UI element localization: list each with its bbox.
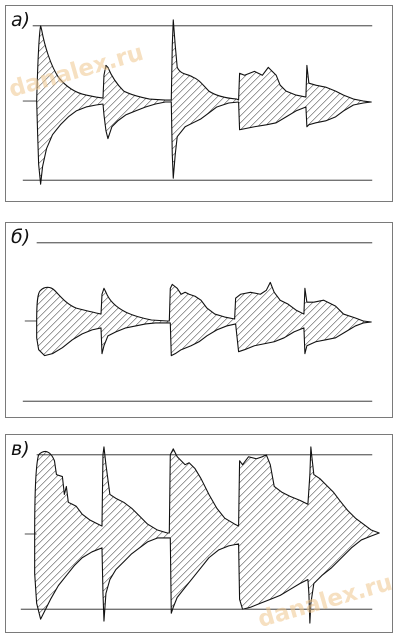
panel-c: в) — [5, 434, 393, 633]
waveform-figure-c — [20, 446, 380, 624]
waveform-figure-b — [22, 242, 373, 402]
panel-label-a: а) — [11, 9, 31, 31]
waveform-a — [36, 19, 372, 185]
panel-a: а) — [5, 5, 393, 202]
waveform-c — [34, 446, 380, 624]
waveform-b — [36, 281, 372, 357]
waveform-figure-a — [22, 19, 373, 185]
panel-label-b: б) — [11, 226, 31, 248]
panel-b: б) — [5, 222, 393, 418]
panel-label-c: в) — [11, 438, 30, 460]
